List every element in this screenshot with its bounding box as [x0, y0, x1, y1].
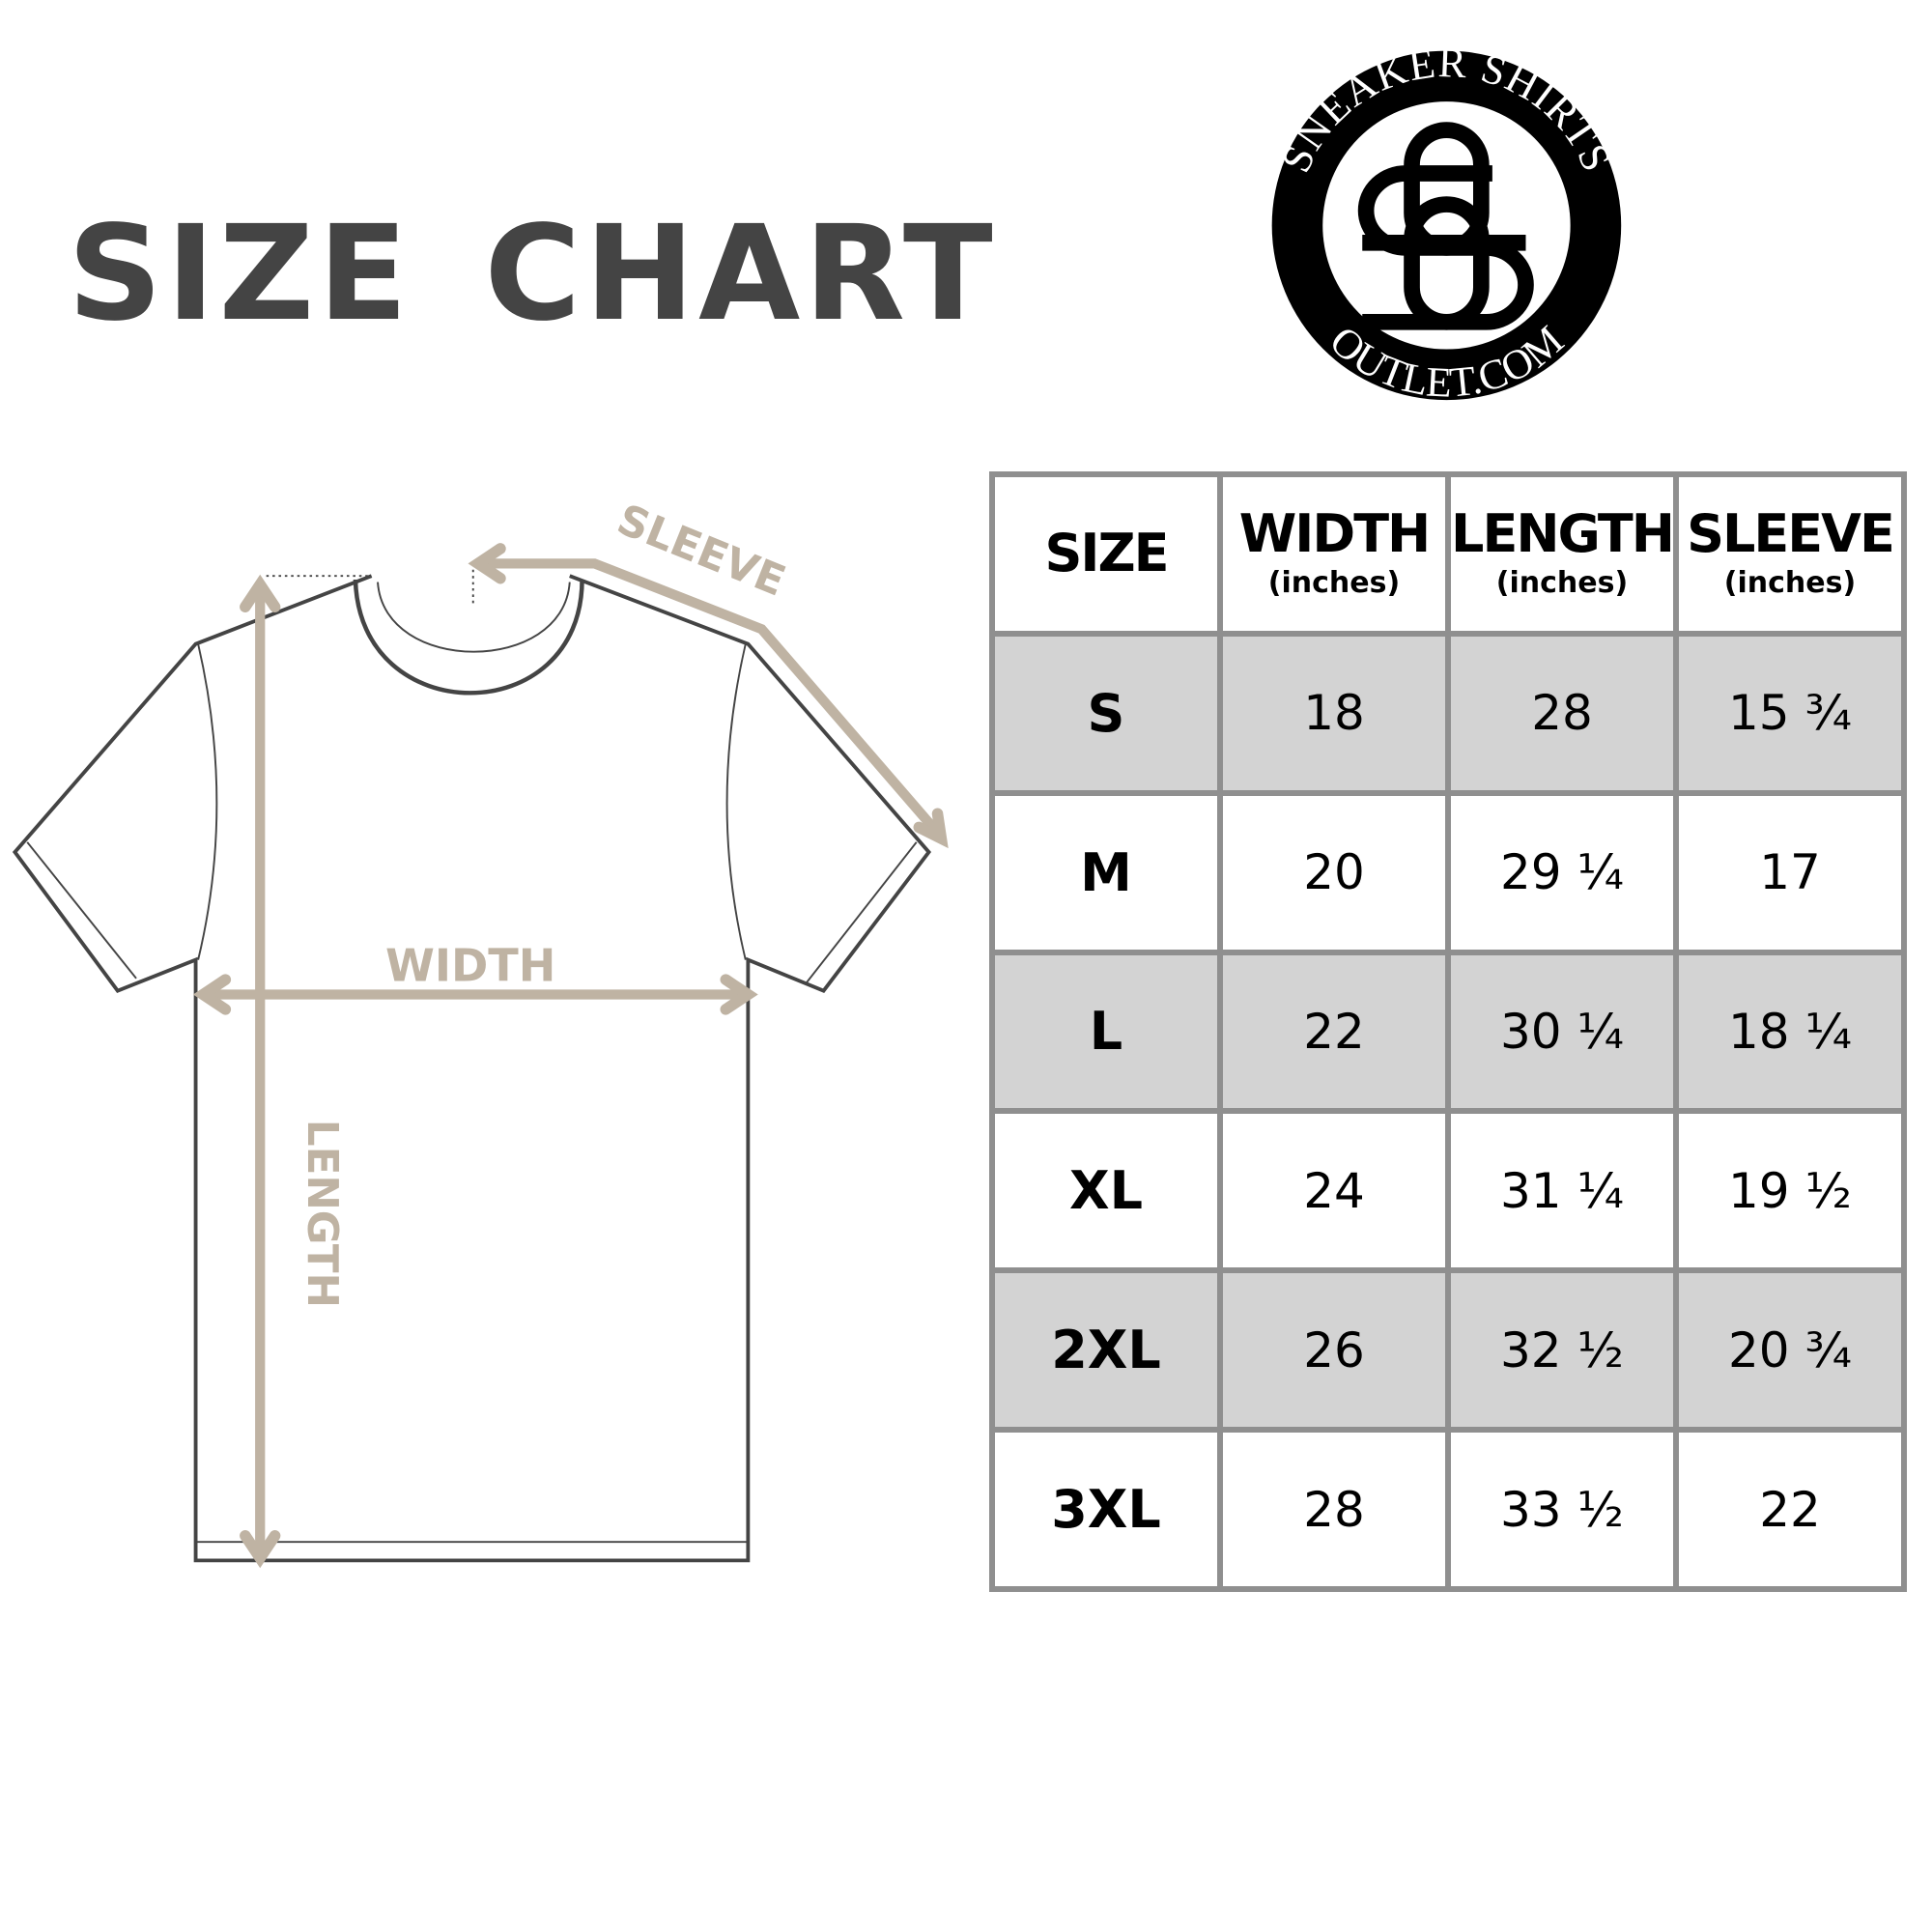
shirt-outline [12, 563, 932, 1563]
monogram-icon [1357, 122, 1534, 330]
logo: SNEAKER SHIRTS OUTLET.COM [1271, 40, 1622, 407]
table-header-row: SIZE WIDTH (inches) LENGTH (inches) SLEEVE… [989, 471, 1907, 637]
width-label: WIDTH [385, 939, 555, 991]
table-row: XL 24 31 ¼ 19 ½ [989, 1108, 1907, 1274]
header-width: WIDTH (inches) [1217, 471, 1451, 637]
table-row: L 22 30 ¼ 18 ¼ [989, 949, 1907, 1115]
table-row: S 18 28 15 ¾ [989, 630, 1907, 796]
measure-arrows [192, 543, 949, 1569]
header-length: LENGTH (inches) [1445, 471, 1679, 637]
page-title: SIZE CHART [68, 198, 997, 351]
header-size: SIZE [989, 471, 1223, 637]
header-sleeve: SLEEVE (inches) [1673, 471, 1907, 637]
table-row: 2XL 26 32 ½ 20 ¾ [989, 1267, 1907, 1434]
size-table: SIZE WIDTH (inches) LENGTH (inches) SLEEVE… [989, 471, 1907, 1592]
table-row: 3XL 28 33 ½ 22 [989, 1427, 1907, 1592]
sleeve-label: SLEEVE [611, 496, 792, 607]
sleeve-arrow [480, 558, 941, 836]
length-label: LENGTH [298, 1120, 346, 1308]
table-row: M 20 29 ¼ 17 [989, 789, 1907, 955]
